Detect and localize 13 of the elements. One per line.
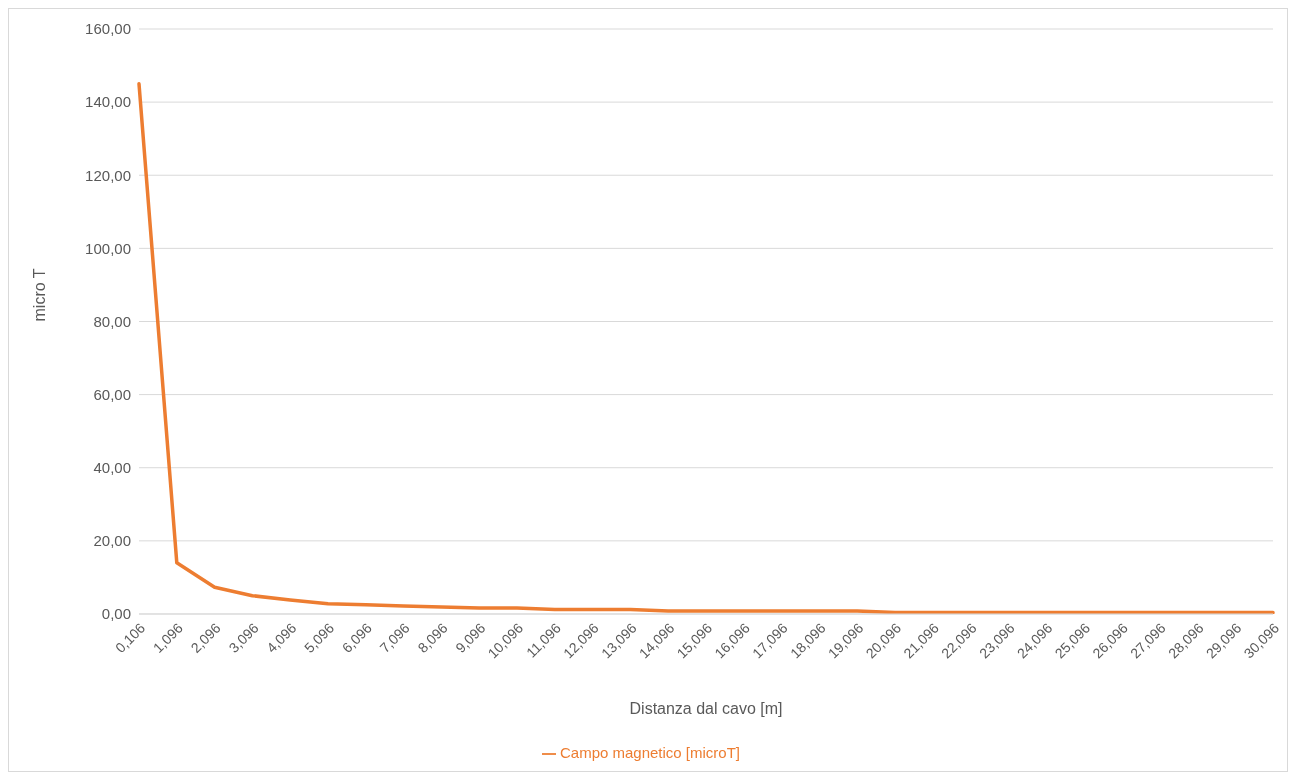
y-tick-label: 160,00 <box>85 20 131 38</box>
y-tick-label: 20,00 <box>93 532 131 550</box>
y-tick-label: 100,00 <box>85 239 131 257</box>
legend-label: Campo magnetico [microT] <box>559 743 741 761</box>
y-tick-label: 120,00 <box>85 166 131 184</box>
y-tick-label: 80,00 <box>93 312 131 330</box>
y-tick-label: 0,00 <box>101 605 131 623</box>
y-tick-label: 140,00 <box>85 93 131 111</box>
x-axis-title: Distanza dal cavo [m] <box>629 699 783 717</box>
y-tick-label: 60,00 <box>93 385 131 403</box>
line-series <box>137 82 1275 614</box>
y-tick-label: 40,00 <box>93 459 131 477</box>
y-axis-title: micro T <box>30 268 48 322</box>
